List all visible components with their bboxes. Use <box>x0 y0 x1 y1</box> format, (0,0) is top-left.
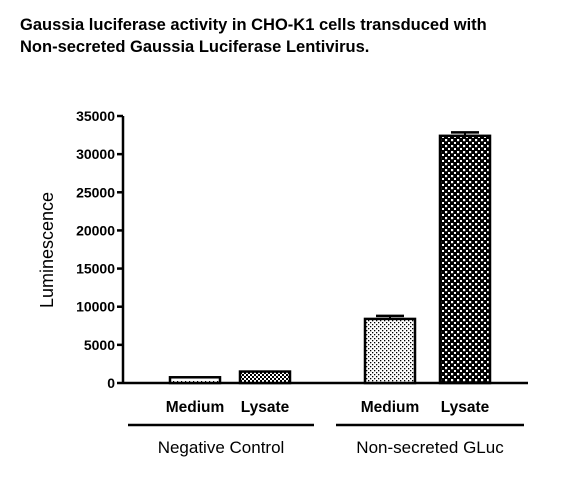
y-tick-label: 0 <box>107 375 115 391</box>
y-tick-label: 5000 <box>84 337 115 353</box>
bar-lysate <box>238 370 292 385</box>
y-axis-title: Luminescence <box>37 192 57 308</box>
group-label: Non-secreted GLuc <box>356 438 504 457</box>
x-category-label: Medium <box>361 399 420 416</box>
chart-title-line-2: Non-secreted Gaussia Luciferase Lentivir… <box>20 38 370 56</box>
group-label: Negative Control <box>158 438 285 457</box>
bar-medium <box>363 317 417 385</box>
chart-title: Gaussia luciferase activity in CHO-K1 ce… <box>20 14 580 58</box>
y-tick-label: 25000 <box>76 184 115 200</box>
y-axis-ticks: 0 5000 10000 15000 20000 25000 30000 35000 <box>76 108 123 391</box>
bar-lysate <box>438 134 492 385</box>
y-tick-label: 10000 <box>76 299 115 315</box>
y-tick-label: 20000 <box>76 222 115 238</box>
y-tick-label: 35000 <box>76 108 115 124</box>
x-category-label: Lysate <box>241 399 290 416</box>
x-category-label: Lysate <box>441 399 490 416</box>
x-category-label: Medium <box>166 399 225 416</box>
bar-medium <box>168 376 222 385</box>
y-tick-label: 30000 <box>76 146 115 162</box>
x-axis-category-labels: Medium Lysate Medium Lysate <box>166 399 490 416</box>
bars <box>168 131 492 385</box>
x-axis-group-labels: Negative Control Non-secreted GLuc <box>128 423 524 457</box>
chart-title-line-1: Gaussia luciferase activity in CHO-K1 ce… <box>20 16 487 34</box>
y-tick-label: 15000 <box>76 261 115 277</box>
